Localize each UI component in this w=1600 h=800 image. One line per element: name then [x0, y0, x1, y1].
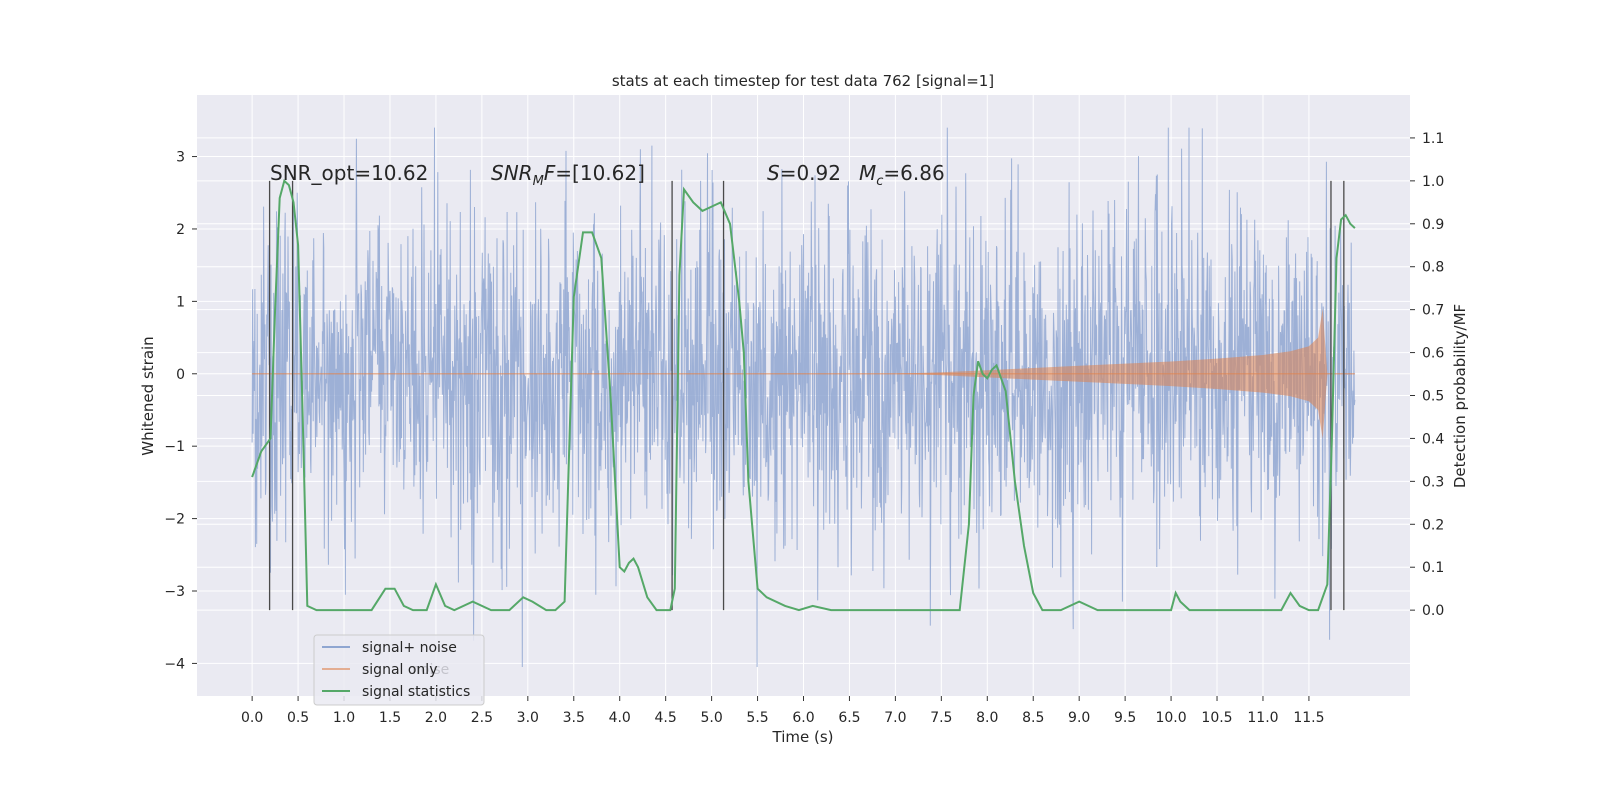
- legend-label-signal-only: signal only: [362, 662, 437, 678]
- y-tick-label-left: 0: [176, 367, 185, 383]
- y-tick-label-right: 0.9: [1422, 217, 1444, 233]
- x-axis-label: Time (s): [772, 728, 834, 746]
- x-tick-label: 6.5: [838, 710, 860, 726]
- series-signal-statistics: [251, 179, 1356, 612]
- legend-box: [313, 634, 485, 706]
- signal-statistics-line: [251, 179, 1356, 612]
- x-tick-label: 7.5: [930, 710, 952, 726]
- x-tick-label: 10.0: [1155, 710, 1186, 726]
- y-tick-label-right: 1.0: [1422, 174, 1444, 190]
- x-tick-label: 0.5: [287, 710, 309, 726]
- y-axis-right-label: Detection probability/MF: [1451, 304, 1469, 488]
- x-tick-label: 3.5: [563, 710, 585, 726]
- x-tick-label: 1.5: [379, 710, 401, 726]
- annotation-snr-opt: SNR_opt=10.62: [270, 161, 428, 185]
- y-tick-label-right: 0.1: [1422, 560, 1444, 576]
- y-tick-label-right: 0.7: [1422, 303, 1444, 319]
- x-tick-label: 9.0: [1068, 710, 1090, 726]
- legend-label-signal-plus-noise: signal+ noise: [362, 640, 457, 656]
- annotation-snr-mf: SNRMF=[10.62]: [491, 161, 645, 189]
- y-tick-label-left: 2: [176, 222, 185, 238]
- x-tick-label: 6.0: [792, 710, 814, 726]
- x-tick-label: 3.0: [517, 710, 539, 726]
- annotation-mc-value: =6.86: [883, 161, 944, 185]
- x-tick-label: 2.5: [471, 710, 493, 726]
- legend-label-signal-statistics: signal statistics: [362, 684, 470, 700]
- x-tick-label: 11.5: [1293, 710, 1324, 726]
- detection-markers: [268, 180, 1345, 611]
- y-tick-label-right: 0.3: [1422, 474, 1444, 490]
- x-tick-label: 9.5: [1114, 710, 1136, 726]
- annotation-s: S=0.92: [767, 161, 841, 185]
- legend: noise signal+ noise signal only signal s…: [313, 634, 485, 706]
- y-tick-label-right: 0.2: [1422, 517, 1444, 533]
- y-axis-left-ticks: 3 2 1 0 −1 −2 −3 −4: [164, 150, 197, 672]
- x-tick-label: 8.5: [1022, 710, 1044, 726]
- y-axis-right-ticks: 1.1 1.0 0.9 0.8 0.7 0.6 0.5 0.4 0.3 0.2 0.1 0.0: [1410, 131, 1444, 619]
- x-tick-label: 5.5: [746, 710, 768, 726]
- x-tick-label: 2.0: [425, 710, 447, 726]
- x-tick-label: 1.0: [333, 710, 355, 726]
- x-tick-label: 4.5: [655, 710, 677, 726]
- x-tick-label: 11.0: [1247, 710, 1278, 726]
- x-tick-label: 10.5: [1201, 710, 1232, 726]
- y-tick-label-right: 0.4: [1422, 431, 1444, 447]
- y-tick-label-left: 1: [176, 294, 185, 310]
- x-tick-label: 7.0: [884, 710, 906, 726]
- y-tick-label-right: 0.8: [1422, 260, 1444, 276]
- legend-ghost-text: noise: [412, 662, 449, 678]
- x-axis-ticks: 0.0 0.5 1.0 1.5 2.0 2.5 3.0 3.5 4.0 4.5 5.0 5.5 6.0 6…: [241, 696, 1325, 726]
- annotation-s-value: =0.92: [780, 161, 841, 185]
- annotation-mc: Mc=6.86: [859, 161, 945, 189]
- y-tick-label-left: −2: [164, 512, 185, 528]
- x-tick-label: 5.0: [700, 710, 722, 726]
- y-tick-label-left: 3: [176, 150, 185, 166]
- y-tick-label-right: 0.0: [1422, 603, 1444, 619]
- y-tick-label-right: 1.1: [1422, 131, 1444, 147]
- x-tick-label: 8.0: [976, 710, 998, 726]
- y-tick-label-right: 0.5: [1422, 389, 1444, 405]
- y-axis-left-label: Whitened strain: [139, 336, 157, 455]
- y-tick-label-left: −1: [164, 439, 185, 455]
- y-tick-label-left: −3: [164, 584, 185, 600]
- y-tick-label-right: 0.6: [1422, 346, 1444, 362]
- series-signal-only: [252, 308, 1355, 439]
- x-tick-label: 4.0: [609, 710, 631, 726]
- x-tick-label: 0.0: [241, 710, 263, 726]
- y-tick-label-left: −4: [164, 656, 185, 672]
- chart-title: stats at each timestep for test data 762…: [612, 72, 994, 90]
- annotation-snr-mf-value: =[10.62]: [555, 161, 645, 185]
